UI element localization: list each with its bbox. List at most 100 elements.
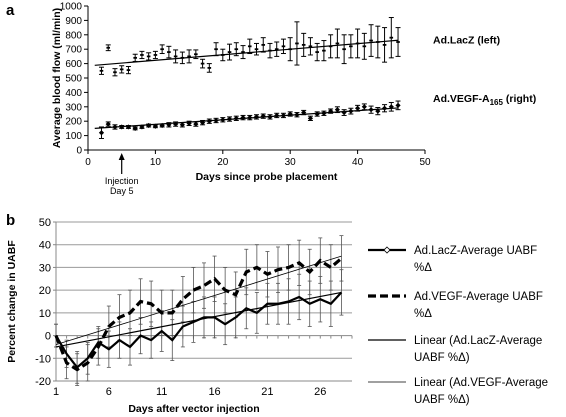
panel-a-point-lacz: [335, 42, 340, 45]
panel-a-point-lacz: [301, 43, 306, 46]
panel-b-y-tick-label: -20: [35, 376, 51, 388]
panel-a-point-lacz: [214, 48, 218, 51]
panel-a-point-lacz: [153, 54, 158, 56]
panel-a-point-vegf: [368, 107, 374, 113]
panel-b-x-tick-label: 11: [156, 386, 167, 398]
panel-a-x-tick-label: 30: [285, 157, 297, 168]
panel-a-point-lacz: [200, 62, 205, 65]
panel-a-point-vegf: [213, 117, 219, 124]
panel-a-point-lacz: [376, 41, 380, 43]
panel-b-y-tick-label: 0: [45, 331, 51, 343]
panel-b-x-tick-label: 26: [314, 386, 326, 398]
panel-a-point-vegf: [199, 120, 206, 126]
panel-a-point-lacz: [322, 49, 326, 52]
panel-a-point-vegf: [321, 110, 327, 116]
injection-label: Injection: [105, 176, 139, 186]
panel-a-annotation: Injection Day 5: [105, 153, 139, 196]
panel-a-point-lacz: [382, 43, 387, 46]
panel-a-point-vegf: [274, 112, 280, 119]
panel-a-x-axis-label: Days since probe placement: [196, 171, 338, 183]
panel-b-linear-trend: [55, 255, 342, 346]
panel-b-legend: Ad.LacZ-Average UABF %Δ Ad.VEGF-Average UA…: [368, 245, 548, 406]
panel-a-trendlines: [94, 39, 399, 129]
panel-b-y-tick-label: 50: [39, 217, 51, 229]
panel-a-point-lacz: [342, 48, 346, 51]
panel-a-point-lacz: [99, 69, 104, 72]
panel-a-point-lacz: [268, 49, 272, 52]
panel-b-legend-label: Ad.VEGF-Average UABF: [414, 291, 543, 303]
panel-a-y-axis-label: Average blood flow (ml/min): [51, 8, 63, 148]
panel-a-point-vegf: [355, 105, 361, 111]
panel-a-point-vegf: [301, 109, 307, 116]
panel-a-point-vegf: [119, 124, 125, 130]
panel-a-point-vegf: [220, 117, 226, 123]
panel-a-point-lacz: [187, 55, 191, 58]
panel-b-legend-label: Linear (Ad.VEGF-Average: [414, 377, 548, 389]
panel-a-point-vegf: [139, 124, 145, 130]
panel-a-point-lacz: [254, 48, 259, 51]
panel-a-y-tick-label: 1000: [60, 2, 83, 13]
panel-a-point-lacz: [234, 48, 239, 51]
panel-a-point-lacz: [328, 45, 333, 48]
injection-arrowhead: [118, 153, 125, 160]
panel-a-point-lacz: [207, 67, 212, 69]
panel-a-point-vegf: [105, 121, 111, 127]
panel-b-x-axis-label: Days after vector injection: [128, 403, 259, 415]
panel-a: a 0 100 200 300 400 500 600 700 800 900 1000 0 10 20 3…: [6, 2, 536, 197]
panel-a-trendline: [94, 39, 399, 66]
panel-b-series: [54, 235, 344, 386]
panel-a-point-vegf: [179, 122, 185, 128]
panel-a-point-vegf: [287, 111, 293, 117]
panel-a-y-tick-label: 900: [65, 16, 82, 27]
panel-a-point-lacz: [180, 56, 185, 59]
panel-a-ticks: 0 100 200 300 400 500 600 700 800 900 1000 0 10 20 30 4…: [60, 2, 431, 169]
panel-a-y-tick-label: 400: [65, 88, 82, 99]
panel-a-point-lacz: [308, 45, 313, 48]
injection-day-label: Day 5: [110, 186, 134, 196]
panel-a-point-lacz: [113, 71, 117, 74]
panel-a-point-vegf: [166, 122, 172, 128]
panel-a-point-vegf: [247, 115, 253, 121]
panel-a-point-vegf: [260, 113, 266, 119]
panel-a-point-vegf: [328, 108, 334, 114]
panel-a-point-lacz: [194, 53, 198, 56]
panel-a-point-vegf: [132, 125, 138, 131]
panel-a-point-lacz: [281, 45, 286, 48]
panel-a-point-vegf: [159, 122, 165, 129]
panel-a-y-tick-label: 800: [65, 30, 82, 41]
panel-a-point-vegf: [341, 109, 347, 116]
panel-a-point-vegf: [307, 115, 314, 121]
panel-a-y-tick-label: 300: [65, 102, 82, 113]
panel-a-label: a: [6, 2, 15, 19]
panel-b-y-tick-label: -10: [35, 353, 51, 365]
panel-b-legend-label-cont: %Δ: [414, 308, 432, 320]
panel-a-point-lacz: [140, 54, 144, 56]
panel-a-point-vegf: [125, 124, 132, 130]
panel-a-point-lacz: [288, 48, 292, 51]
panel-a-point-lacz: [396, 41, 400, 43]
panel-a-x-tick-label: 20: [217, 157, 229, 168]
panel-a-point-vegf: [253, 114, 260, 120]
panel-a-y-tick-label: 0: [76, 146, 82, 157]
panel-b-x-tick-label: 16: [208, 386, 220, 398]
panel-a-point-lacz: [221, 54, 225, 56]
panel-b-legend-marker: [383, 246, 391, 254]
panel-a-point-vegf: [193, 121, 199, 127]
panel-a-point-vegf: [146, 122, 152, 129]
panel-b-legend-label: Ad.LacZ-Average UABF: [414, 245, 537, 257]
panel-a-point-lacz: [227, 51, 232, 53]
panel-a-point-vegf: [294, 112, 300, 118]
panel-a-point-vegf: [233, 115, 239, 121]
panel-a-trendline: [94, 107, 399, 129]
series-label-vegf-main: Ad.VEGF-A: [433, 93, 490, 105]
panel-a-point-vegf: [334, 107, 340, 113]
panel-a-point-vegf: [395, 102, 401, 108]
panel-a-y-tick-label: 200: [65, 117, 82, 128]
panel-a-y-tick-label: 500: [65, 74, 82, 85]
panel-a-point-vegf: [112, 124, 118, 130]
panel-a-point-vegf: [206, 118, 212, 124]
panel-b-x-tick-label: 1: [53, 386, 59, 398]
panel-b-y-tick-label: 30: [39, 262, 51, 274]
